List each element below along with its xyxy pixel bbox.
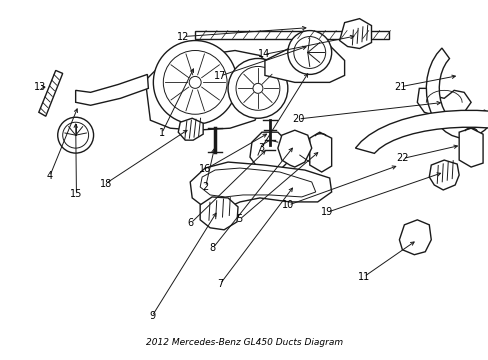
Polygon shape [458, 128, 482, 167]
Polygon shape [76, 75, 148, 105]
Text: 5: 5 [236, 215, 242, 224]
Text: 10: 10 [282, 200, 294, 210]
Text: 15: 15 [70, 189, 82, 199]
Text: 4: 4 [46, 171, 53, 181]
Polygon shape [249, 132, 289, 174]
Text: 17: 17 [214, 71, 226, 81]
Circle shape [252, 84, 263, 93]
Polygon shape [399, 220, 430, 255]
Polygon shape [178, 118, 203, 140]
Text: 8: 8 [209, 243, 216, 253]
Polygon shape [264, 45, 344, 82]
Text: 6: 6 [187, 218, 194, 228]
Polygon shape [200, 197, 238, 230]
Polygon shape [339, 19, 371, 49]
Circle shape [293, 37, 325, 68]
Polygon shape [428, 160, 458, 190]
Text: 16: 16 [199, 164, 211, 174]
Text: 18: 18 [100, 179, 112, 189]
Text: 3: 3 [258, 143, 264, 153]
Text: 1: 1 [158, 129, 164, 138]
Polygon shape [145, 50, 269, 130]
Text: 19: 19 [321, 207, 333, 217]
Text: 14: 14 [257, 49, 269, 59]
Circle shape [58, 117, 93, 153]
Text: 2: 2 [202, 182, 208, 192]
Polygon shape [309, 132, 331, 172]
Polygon shape [355, 111, 488, 153]
Text: 12: 12 [177, 32, 189, 41]
Circle shape [236, 67, 279, 110]
Circle shape [287, 31, 331, 75]
Polygon shape [200, 168, 315, 197]
Text: 11: 11 [357, 272, 369, 282]
Circle shape [62, 122, 88, 148]
Polygon shape [426, 48, 488, 138]
Text: 22: 22 [396, 153, 408, 163]
Polygon shape [416, 88, 470, 118]
Text: 9: 9 [148, 311, 155, 321]
Circle shape [227, 58, 287, 118]
Polygon shape [39, 71, 62, 116]
Circle shape [189, 76, 201, 88]
Polygon shape [195, 31, 388, 39]
Circle shape [163, 50, 226, 114]
Text: 13: 13 [34, 82, 46, 92]
Circle shape [153, 41, 237, 124]
Polygon shape [190, 162, 331, 210]
Polygon shape [277, 130, 311, 167]
Text: 20: 20 [291, 114, 304, 124]
Text: 7: 7 [217, 279, 223, 289]
Text: 2012 Mercedes-Benz GL450 Ducts Diagram: 2012 Mercedes-Benz GL450 Ducts Diagram [145, 338, 343, 347]
Text: 21: 21 [393, 82, 406, 92]
